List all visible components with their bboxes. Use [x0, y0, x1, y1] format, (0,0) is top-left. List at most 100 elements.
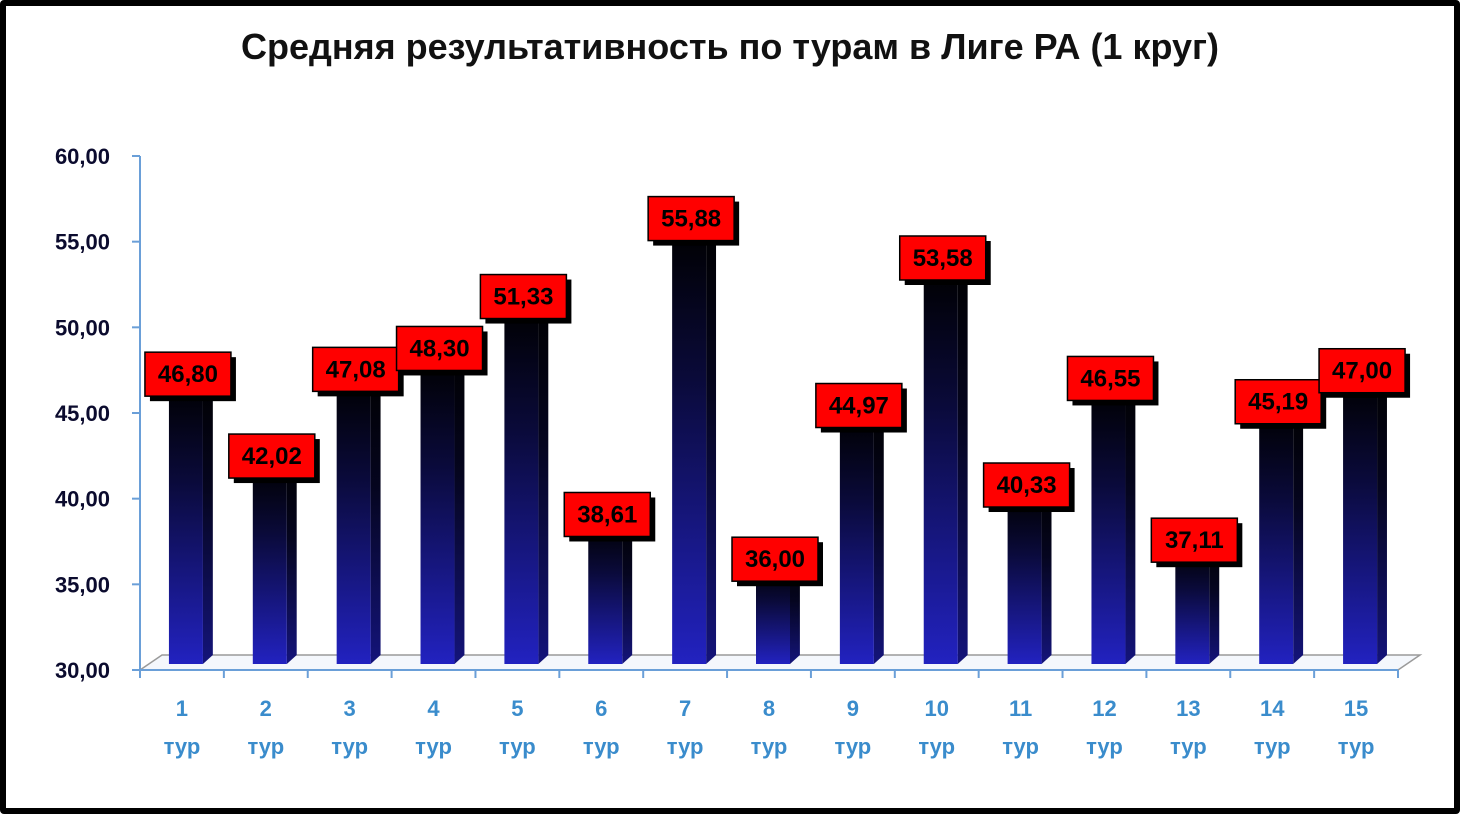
bar-front [1343, 378, 1378, 664]
data-label: 48,30 [395, 325, 488, 376]
bar-side [1041, 484, 1052, 664]
x-tick-label: 4 тур [415, 696, 452, 759]
data-label: 37,11 [1150, 517, 1243, 568]
x-tick-label: 12 тур [1086, 696, 1123, 759]
bar-front [504, 304, 539, 664]
x-tick-label: 13 тур [1170, 696, 1207, 759]
y-tick-label: 55,00 [55, 230, 110, 255]
y-tick-label: 60,00 [55, 144, 110, 169]
data-label-text: 42,02 [242, 443, 302, 470]
bar [672, 217, 717, 664]
data-label-box [228, 433, 316, 479]
data-label-text: 44,97 [829, 393, 889, 420]
bar-front [1259, 409, 1294, 664]
bar-side [706, 217, 717, 664]
bar-front [252, 464, 287, 664]
bar [336, 368, 381, 664]
x-tick-label: 5 тур [499, 696, 536, 759]
data-label-text: 55,88 [661, 206, 721, 233]
bar [1259, 400, 1304, 664]
data-label: 46,55 [1066, 355, 1159, 406]
bar-front [420, 356, 455, 664]
bar-side [202, 373, 213, 664]
bar [504, 295, 549, 664]
data-label-box [1234, 378, 1322, 425]
x-tick-label: 3 тур [331, 696, 368, 759]
data-label-text: 51,33 [493, 284, 553, 311]
data-label-text: 45,19 [1248, 389, 1308, 416]
bar [420, 347, 465, 664]
data-label-box [982, 462, 1071, 508]
data-label: 55,88 [647, 195, 740, 246]
data-label-text: 46,55 [1080, 365, 1140, 392]
data-label: 36,00 [731, 536, 823, 587]
bar [839, 404, 884, 664]
data-label-box [898, 235, 987, 281]
data-label-text: 38,61 [577, 501, 637, 528]
data-label-box [1318, 347, 1406, 394]
data-label: 47,08 [311, 346, 404, 397]
y-tick-label: 45,00 [55, 401, 110, 426]
x-tick-label: 2 тур [247, 696, 284, 759]
data-label: 38,61 [563, 491, 656, 542]
data-label-text: 53,58 [913, 245, 973, 272]
data-label-box [563, 491, 652, 538]
bar-front [588, 522, 623, 664]
bar-front [168, 382, 203, 664]
data-label-text: 46,80 [158, 361, 218, 388]
bar-front [1007, 493, 1042, 664]
y-tick-label: 35,00 [55, 572, 110, 597]
data-label: 53,58 [898, 235, 991, 285]
y-tick-label: 50,00 [55, 315, 110, 340]
bar-front [1175, 548, 1210, 664]
bar-side [622, 513, 633, 664]
bar-side [1125, 377, 1136, 664]
x-tick-label: 11 тур [1002, 696, 1039, 759]
bar-side [873, 404, 884, 664]
x-tick-label: 9 тур [835, 696, 872, 759]
bar-front [672, 226, 707, 664]
data-label-box [815, 382, 903, 429]
bar [1343, 369, 1387, 664]
data-label: 42,02 [228, 433, 320, 484]
data-label: 51,33 [479, 273, 572, 324]
x-tick-label: 1 тур [164, 696, 201, 759]
bar-side [286, 455, 297, 664]
chart-title: Средняя результативность по турам в Лиге… [241, 26, 1219, 67]
bar-side [538, 295, 549, 664]
bar-side [1293, 400, 1304, 664]
data-label-box [144, 351, 232, 397]
data-label-text: 40,33 [997, 472, 1057, 499]
data-label: 45,19 [1234, 378, 1327, 429]
data-label-text: 36,00 [745, 546, 805, 573]
bar-side [454, 347, 465, 664]
y-tick-label: 30,00 [55, 658, 110, 683]
bar [168, 373, 213, 664]
bar-front [839, 413, 874, 664]
data-label-box [731, 536, 819, 582]
data-label-box [1150, 517, 1239, 563]
bar-front [1091, 386, 1126, 664]
y-tick-label: 40,00 [55, 487, 110, 512]
bar-side [957, 256, 968, 664]
bars [168, 217, 1387, 664]
data-label-box [647, 195, 735, 242]
data-label-box [479, 273, 568, 320]
bar-side [1377, 369, 1387, 664]
bar [1091, 377, 1136, 664]
bar [923, 256, 968, 664]
data-label-text: 47,00 [1332, 358, 1392, 385]
data-label: 47,00 [1318, 347, 1411, 398]
x-tick-label: 15 тур [1338, 696, 1375, 759]
data-label: 46,80 [144, 351, 236, 402]
bar-side [370, 368, 381, 664]
data-label-box [395, 325, 484, 372]
data-label-text: 47,08 [326, 356, 386, 383]
data-label-text: 48,30 [410, 335, 470, 362]
data-label-text: 37,11 [1165, 527, 1224, 554]
bar [252, 455, 297, 664]
bar-side [1209, 539, 1220, 664]
x-tick-label: 14 тур [1254, 696, 1291, 759]
